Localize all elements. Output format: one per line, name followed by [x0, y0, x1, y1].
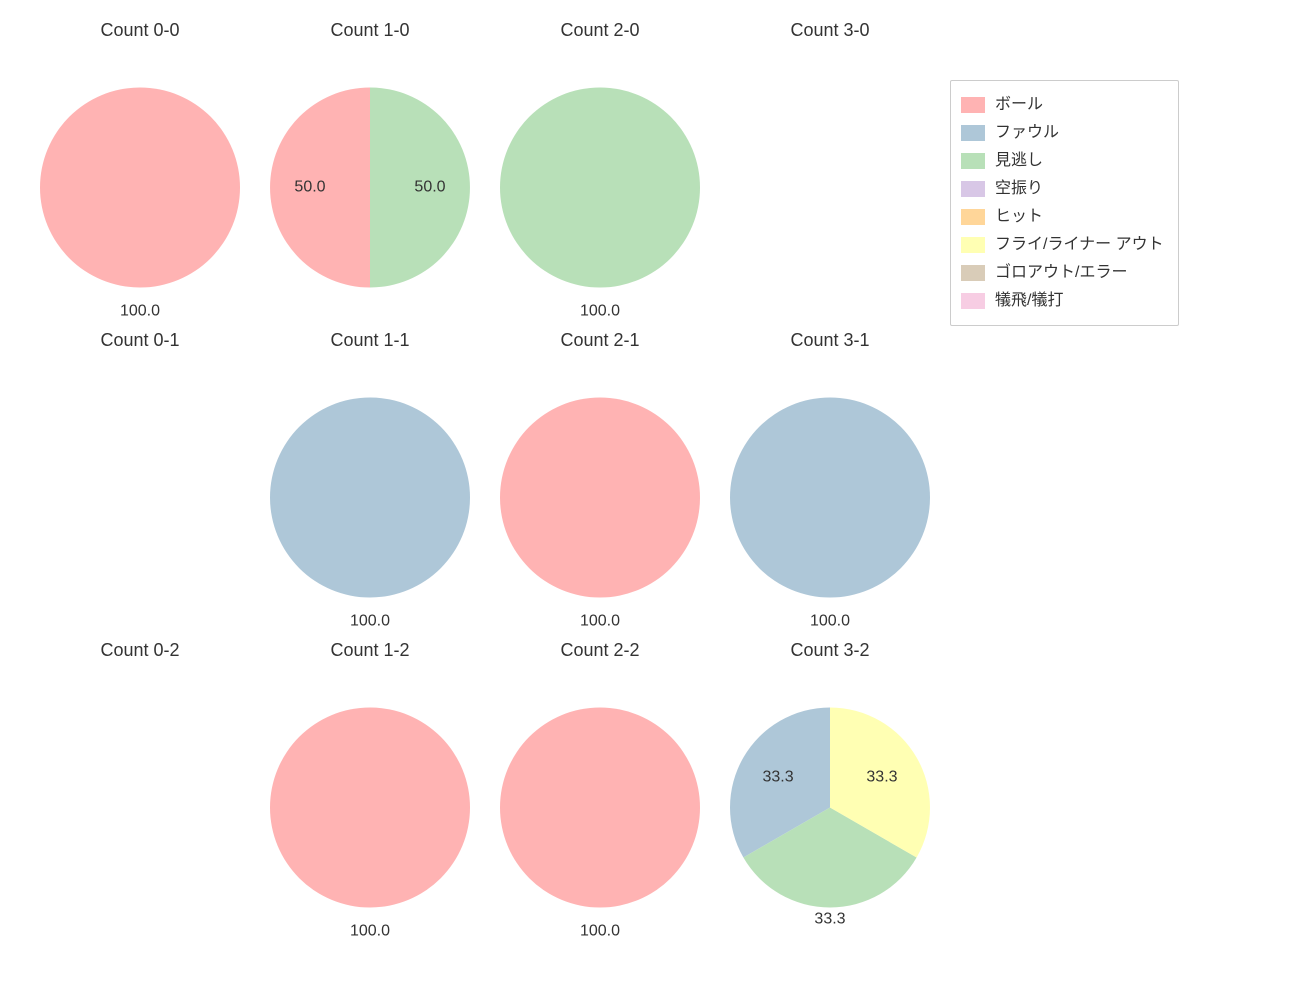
pie-chart: 33.3 33.3 33.3 [690, 667, 970, 947]
pie-slice-foul [270, 397, 470, 597]
legend-swatch [961, 181, 985, 197]
panel-title: Count 0-0 [30, 20, 250, 41]
legend-label: ボール [995, 91, 1043, 119]
pie-slice-ball [500, 707, 700, 907]
legend-swatch [961, 265, 985, 281]
panel-count-0-0: Count 0-0100.0 [30, 30, 250, 320]
legend-item-ball: ボール [961, 91, 1164, 119]
pie-slice-foul [730, 397, 930, 597]
pie-slice-label: 33.3 [866, 768, 897, 785]
legend-item-swing: 空振り [961, 175, 1164, 203]
legend-item-foul: ファウル [961, 119, 1164, 147]
panel-count-2-0: Count 0-2 [30, 650, 250, 940]
legend-swatch [961, 97, 985, 113]
panel-title: Count 2-1 [490, 330, 710, 351]
panel-count-0-2: Count 2-0100.0 [490, 30, 710, 320]
legend-label: 見逃し [995, 147, 1043, 175]
legend-swatch [961, 237, 985, 253]
pie-slice-label: 100.0 [580, 922, 620, 939]
pie-slice-label: 100.0 [350, 922, 390, 939]
pie-slice-label: 100.0 [580, 612, 620, 629]
legend-item-hit: ヒット [961, 203, 1164, 231]
pie-slice-label: 100.0 [120, 302, 160, 319]
panel-title: Count 3-1 [720, 330, 940, 351]
panel-count-2-1: Count 1-2100.0 [260, 650, 480, 940]
legend-label: フライ/ライナー アウト [995, 231, 1164, 259]
pie-slice-ball [40, 87, 240, 287]
panel-count-0-1: Count 1-050.050.0 [260, 30, 480, 320]
panel-title: Count 2-0 [490, 20, 710, 41]
panel-title: Count 1-2 [260, 640, 480, 661]
panel-count-2-2: Count 2-2100.0 [490, 650, 710, 940]
legend-item-groundout: ゴロアウト/エラー [961, 259, 1164, 287]
pie-slice-label: 33.3 [762, 768, 793, 785]
panel-count-1-1: Count 1-1100.0 [260, 340, 480, 630]
legend: ボールファウル見逃し空振りヒットフライ/ライナー アウトゴロアウト/エラー犠飛/… [950, 80, 1179, 326]
legend-label: 空振り [995, 175, 1043, 203]
pie-slice-label: 100.0 [350, 612, 390, 629]
pie-wrap: 33.3 33.3 33.3 [690, 667, 970, 952]
pie-slice-ball [270, 707, 470, 907]
panel-title: Count 2-2 [490, 640, 710, 661]
pie-slice-label: 100.0 [810, 612, 850, 629]
pie-slice-called [500, 87, 700, 287]
legend-item-called: 見逃し [961, 147, 1164, 175]
panel-title: Count 3-0 [720, 20, 940, 41]
legend-item-flyout: フライ/ライナー アウト [961, 231, 1164, 259]
legend-swatch [961, 293, 985, 309]
pie-slice-ball [500, 397, 700, 597]
panel-count-0-3: Count 3-0 [720, 30, 940, 320]
legend-swatch [961, 153, 985, 169]
legend-label: ゴロアウト/エラー [995, 259, 1127, 287]
legend-label: ファウル [995, 119, 1059, 147]
legend-swatch [961, 209, 985, 225]
panel-title: Count 0-1 [30, 330, 250, 351]
panel-count-2-3: Count 3-233.333.333.3 [720, 650, 940, 940]
panel-title: Count 3-2 [720, 640, 940, 661]
pie-slice-label: 33.3 [814, 910, 845, 927]
panel-title: Count 1-0 [260, 20, 480, 41]
pie-chart: 100.0 [690, 357, 970, 637]
legend-item-sac: 犠飛/犠打 [961, 287, 1164, 315]
pie-slice-label: 50.0 [414, 178, 445, 195]
legend-label: ヒット [995, 203, 1043, 231]
panel-count-1-3: Count 3-1100.0 [720, 340, 940, 630]
pie-chart [690, 47, 970, 327]
pie-wrap: 100.0 [690, 357, 970, 642]
panel-count-1-0: Count 0-1 [30, 340, 250, 630]
chart-stage: Count 0-0100.0Count 1-050.050.0Count 2-0… [0, 0, 1300, 1000]
panel-count-1-2: Count 2-1100.0 [490, 340, 710, 630]
pie-wrap [690, 47, 970, 332]
legend-swatch [961, 125, 985, 141]
pie-slice-label: 100.0 [580, 302, 620, 319]
pie-slice-label: 50.0 [294, 178, 325, 195]
legend-label: 犠飛/犠打 [995, 287, 1063, 315]
panel-title: Count 1-1 [260, 330, 480, 351]
panel-title: Count 0-2 [30, 640, 250, 661]
